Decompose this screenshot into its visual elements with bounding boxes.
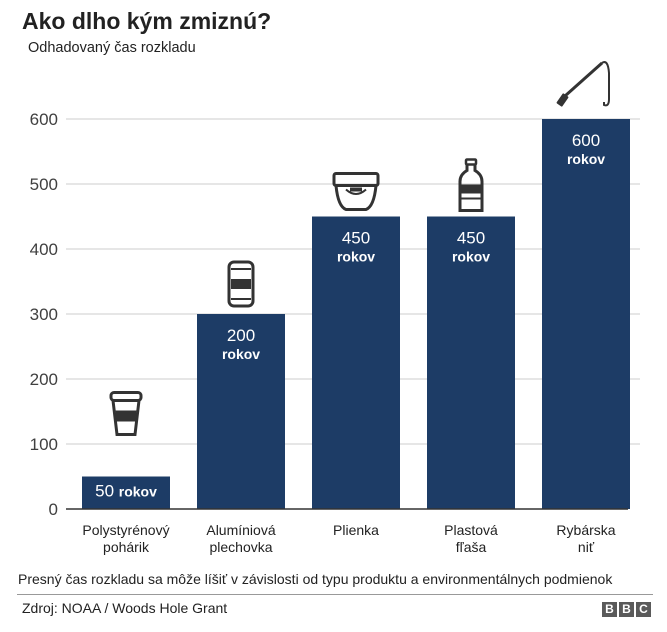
y-tick-label: 200 <box>30 370 58 389</box>
fishing-rod-icon <box>556 61 610 107</box>
bbc-logo: B B C <box>602 602 651 617</box>
category-label: Polystyrénový <box>82 522 169 538</box>
bar-value-label: 450 <box>342 229 370 248</box>
chart-title: Ako dlho kým zmiznú? <box>22 8 272 34</box>
footnote: Presný čas rozkladu sa môže líšiť v závi… <box>18 571 613 587</box>
source-credit: Zdroj: NOAA / Woods Hole Grant <box>22 600 228 616</box>
y-tick-label: 500 <box>30 175 58 194</box>
coffee-cup-icon <box>109 391 143 436</box>
category-label: Plienka <box>333 522 379 538</box>
chart-subtitle: Odhadovaný čas rozkladu <box>28 40 196 56</box>
category-label: fľaša <box>456 539 487 555</box>
y-tick-label: 0 <box>49 500 58 519</box>
y-tick-label: 100 <box>30 435 58 454</box>
category-label: Rybárska <box>556 522 615 538</box>
bottle-icon <box>458 158 484 212</box>
y-tick-label: 400 <box>30 240 58 259</box>
bar-value-label: 200 <box>227 326 255 345</box>
bar-value-unit: rokov <box>337 249 375 265</box>
category-label: Alumíniová <box>206 522 275 538</box>
bar <box>82 476 170 509</box>
bar <box>197 314 285 509</box>
category-label: pohárik <box>103 539 150 555</box>
bbc-logo-letter: C <box>636 602 651 617</box>
bar-value-unit: rokov <box>119 484 157 500</box>
bar <box>542 119 630 509</box>
bar-value-unit: rokov <box>567 151 605 167</box>
bbc-logo-letter: B <box>602 602 617 617</box>
category-label: Plastová <box>444 522 498 538</box>
bar <box>312 216 400 509</box>
bar-chart: 0 100 200 300 400 500 600 50 rokov Polystyrénový… <box>30 61 640 555</box>
bar <box>427 216 515 509</box>
y-tick-label: 300 <box>30 305 58 324</box>
category-label: niť <box>578 539 595 555</box>
can-icon <box>227 260 255 308</box>
bbc-logo-letter: B <box>619 602 634 617</box>
diaper-icon <box>332 172 380 211</box>
y-tick-label: 600 <box>30 110 58 129</box>
footer-divider <box>17 594 653 595</box>
bar-value-label: 450 <box>457 229 485 248</box>
bar-value-label: 600 <box>572 131 600 150</box>
bar-value-unit: rokov <box>452 249 490 265</box>
bar-value-label: 50 rokov <box>95 482 157 501</box>
category-label: plechovka <box>209 539 272 555</box>
bar-value-unit: rokov <box>222 346 260 362</box>
